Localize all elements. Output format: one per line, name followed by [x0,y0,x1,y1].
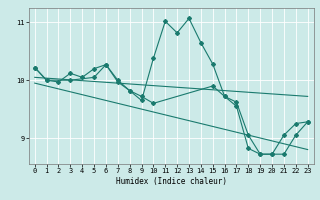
X-axis label: Humidex (Indice chaleur): Humidex (Indice chaleur) [116,177,227,186]
